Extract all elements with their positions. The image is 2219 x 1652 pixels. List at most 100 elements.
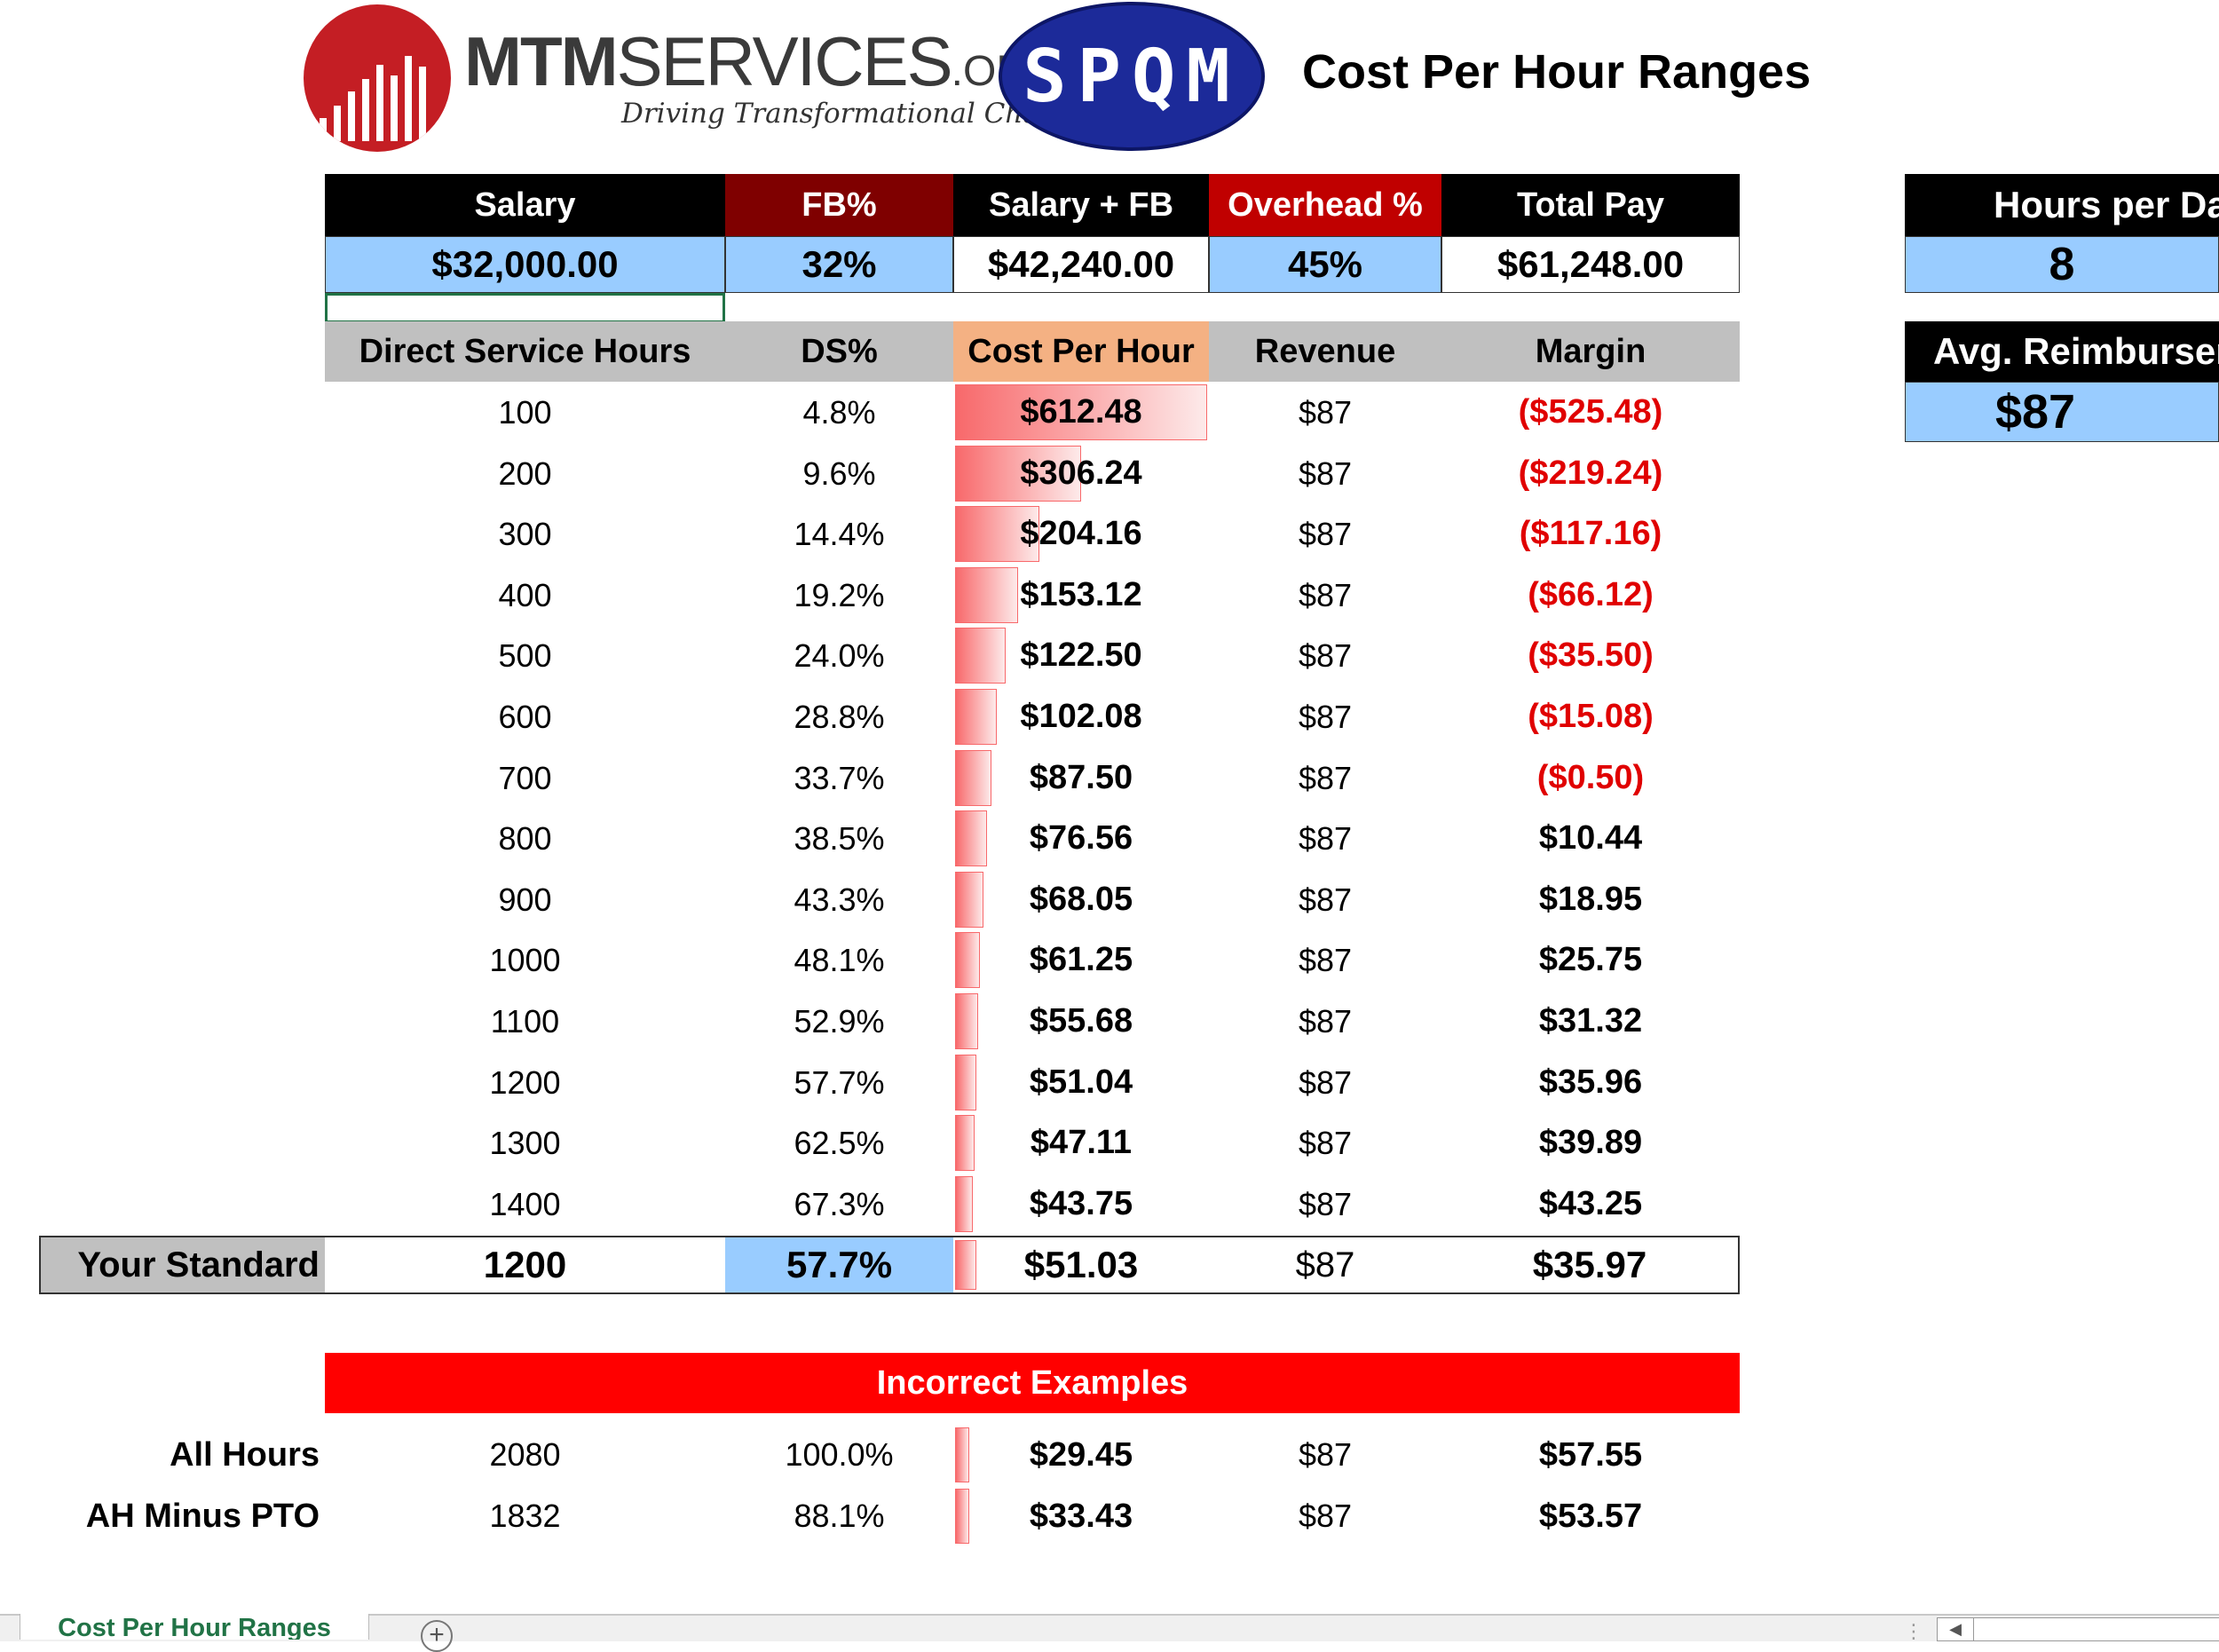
cell-hours[interactable]: 400 <box>325 565 725 626</box>
cell-cost-per-hour[interactable]: $68.05 <box>953 869 1209 930</box>
cell-ds-percent[interactable]: 38.5% <box>725 808 953 869</box>
cell-cost-per-hour[interactable]: $47.11 <box>953 1112 1209 1174</box>
cell-margin[interactable]: $25.75 <box>1441 929 1740 991</box>
cell-revenue[interactable]: $87 <box>1209 1052 1441 1113</box>
cell-revenue[interactable]: $87 <box>1209 625 1441 686</box>
cell-hours[interactable]: 500 <box>325 625 725 686</box>
incorrect-ds-percent[interactable]: 88.1% <box>725 1486 953 1546</box>
cell-revenue[interactable]: $87 <box>1209 869 1441 930</box>
cell-revenue[interactable]: $87 <box>1209 991 1441 1052</box>
cell-margin[interactable]: $10.44 <box>1441 808 1740 869</box>
cell-ds-percent[interactable]: 19.2% <box>725 565 953 626</box>
cell-revenue[interactable]: $87 <box>1209 929 1441 991</box>
incorrect-hours[interactable]: 2080 <box>325 1425 725 1485</box>
cell-hours[interactable]: 1400 <box>325 1174 725 1235</box>
cell-revenue[interactable]: $87 <box>1209 1174 1441 1235</box>
cell-cost-per-hour[interactable]: $102.08 <box>953 686 1209 747</box>
cell-cost-per-hour[interactable]: $76.56 <box>953 808 1209 869</box>
cell-revenue[interactable]: $87 <box>1209 747 1441 809</box>
input-avg-reimbursement[interactable]: $87 <box>1905 382 2219 442</box>
cell-revenue[interactable]: $87 <box>1209 382 1441 443</box>
cell-hours[interactable]: 300 <box>325 503 725 565</box>
cell-cost-per-hour[interactable]: $306.24 <box>953 443 1209 504</box>
cell-revenue[interactable]: $87 <box>1209 1112 1441 1174</box>
cell-ds-percent[interactable]: 62.5% <box>725 1112 953 1174</box>
cell-revenue[interactable]: $87 <box>1209 565 1441 626</box>
page-title: Cost Per Hour Ranges <box>1302 45 1812 99</box>
cell-hours[interactable]: 1000 <box>325 929 725 991</box>
cell-margin[interactable]: ($35.50) <box>1441 625 1740 686</box>
cell-ds-percent[interactable]: 43.3% <box>725 869 953 930</box>
cell-cost-per-hour[interactable]: $122.50 <box>953 625 1209 686</box>
cell-cost-per-hour[interactable]: $55.68 <box>953 991 1209 1052</box>
cell-ds-percent[interactable]: 9.6% <box>725 443 953 504</box>
incorrect-margin[interactable]: $53.57 <box>1441 1486 1740 1546</box>
cell-hours[interactable]: 1300 <box>325 1112 725 1174</box>
cell-cost-per-hour[interactable]: $153.12 <box>953 565 1209 626</box>
standard-hours[interactable]: 1200 <box>325 1236 725 1294</box>
cell-cost-per-hour[interactable]: $612.48 <box>953 382 1209 443</box>
cell-ds-percent[interactable]: 4.8% <box>725 382 953 443</box>
cell-margin[interactable]: ($15.08) <box>1441 686 1740 747</box>
cell-revenue[interactable]: $87 <box>1209 686 1441 747</box>
cell-ds-percent[interactable]: 14.4% <box>725 503 953 565</box>
cell-hours[interactable]: 200 <box>325 443 725 504</box>
standard-margin[interactable]: $35.97 <box>1441 1236 1740 1294</box>
horizontal-scrollbar[interactable] <box>1974 1617 2219 1641</box>
selected-cell[interactable] <box>325 293 725 323</box>
cell-ds-percent[interactable]: 33.7% <box>725 747 953 809</box>
add-sheet-icon[interactable]: + <box>421 1620 453 1652</box>
sheet-tab-cost-per-hour-ranges[interactable]: Cost Per Hour Ranges <box>20 1614 369 1640</box>
cell-hours[interactable]: 1200 <box>325 1052 725 1113</box>
cell-cost-per-hour[interactable]: $51.04 <box>953 1052 1209 1113</box>
cell-ds-percent[interactable]: 57.7% <box>725 1052 953 1113</box>
cell-hours-text: 500 <box>498 636 552 674</box>
cell-margin[interactable]: ($66.12) <box>1441 565 1740 626</box>
cell-revenue[interactable]: $87 <box>1209 503 1441 565</box>
cell-margin[interactable]: $43.25 <box>1441 1174 1740 1235</box>
incorrect-hours[interactable]: 1832 <box>325 1486 725 1546</box>
cell-margin[interactable]: $31.32 <box>1441 991 1740 1052</box>
standard-ds-percent[interactable]: 57.7% <box>725 1236 953 1294</box>
input-salary-fb[interactable]: $42,240.00 <box>953 236 1209 293</box>
cell-revenue[interactable]: $87 <box>1209 443 1441 504</box>
input-fb-percent[interactable]: 32% <box>725 236 953 293</box>
tab-split-handle[interactable]: ⋮ <box>1904 1620 1923 1642</box>
input-salary[interactable]: $32,000.00 <box>325 236 725 293</box>
incorrect-ds-percent[interactable]: 100.0% <box>725 1425 953 1485</box>
cell-hours[interactable]: 100 <box>325 382 725 443</box>
cell-hours[interactable]: 900 <box>325 869 725 930</box>
cell-ds-percent[interactable]: 24.0% <box>725 625 953 686</box>
cell-cost-per-hour[interactable]: $204.16 <box>953 503 1209 565</box>
cell-cost-per-hour[interactable]: $43.75 <box>953 1174 1209 1235</box>
cell-cost-per-hour[interactable]: $87.50 <box>953 747 1209 809</box>
incorrect-cost-per-hour[interactable]: $33.43 <box>953 1486 1209 1546</box>
incorrect-revenue[interactable]: $87 <box>1209 1425 1441 1485</box>
cell-margin[interactable]: ($525.48) <box>1441 382 1740 443</box>
incorrect-margin[interactable]: $57.55 <box>1441 1425 1740 1485</box>
cell-hours[interactable]: 600 <box>325 686 725 747</box>
scroll-left-icon[interactable]: ◀ <box>1937 1617 1974 1641</box>
cell-cost-per-hour[interactable]: $61.25 <box>953 929 1209 991</box>
incorrect-revenue[interactable]: $87 <box>1209 1486 1441 1546</box>
cell-hours[interactable]: 1100 <box>325 991 725 1052</box>
cell-ds-percent[interactable]: 48.1% <box>725 929 953 991</box>
cell-ds-percent[interactable]: 52.9% <box>725 991 953 1052</box>
cell-hours[interactable]: 700 <box>325 747 725 809</box>
cell-ds-percent[interactable]: 67.3% <box>725 1174 953 1235</box>
cell-hours[interactable]: 800 <box>325 808 725 869</box>
standard-cost-per-hour[interactable]: $51.03 <box>953 1236 1209 1294</box>
cell-margin[interactable]: ($219.24) <box>1441 443 1740 504</box>
cell-ds-percent[interactable]: 28.8% <box>725 686 953 747</box>
cell-margin[interactable]: ($117.16) <box>1441 503 1740 565</box>
input-overhead-percent[interactable]: 45% <box>1209 236 1441 293</box>
input-hours-per-day[interactable]: 8 <box>1905 236 2219 293</box>
cell-revenue[interactable]: $87 <box>1209 808 1441 869</box>
input-total-pay[interactable]: $61,248.00 <box>1441 236 1740 293</box>
incorrect-cost-per-hour[interactable]: $29.45 <box>953 1425 1209 1485</box>
cell-margin[interactable]: ($0.50) <box>1441 747 1740 809</box>
standard-revenue[interactable]: $87 <box>1209 1236 1441 1294</box>
cell-margin[interactable]: $35.96 <box>1441 1052 1740 1113</box>
cell-margin[interactable]: $39.89 <box>1441 1112 1740 1174</box>
cell-margin[interactable]: $18.95 <box>1441 869 1740 930</box>
